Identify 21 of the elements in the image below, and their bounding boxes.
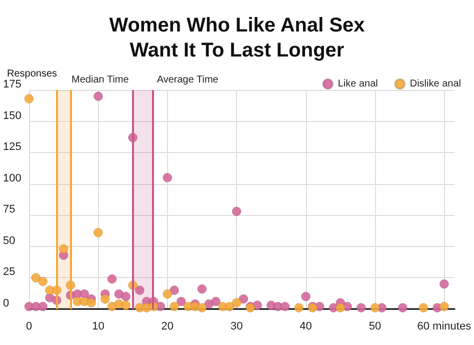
x-tick-label: 20 xyxy=(161,320,174,332)
legend-label: Like anal xyxy=(338,78,378,90)
chart-title: Women Who Like Anal Sex Want It To Last Longer xyxy=(109,14,365,62)
y-tick-label: 125 xyxy=(3,141,22,154)
x-tick-label: 0 xyxy=(26,320,32,332)
y-tick-label: 50 xyxy=(3,234,16,247)
y-tick-label: 0 xyxy=(3,298,10,310)
ref-line-label: Average Time xyxy=(156,74,219,86)
x-tick-label: 40 xyxy=(300,320,312,332)
y-tick-label: 175 xyxy=(3,78,22,90)
y-tick-label: 25 xyxy=(3,266,16,278)
y-tick-label: 150 xyxy=(3,110,22,122)
x-tick-label: 10 xyxy=(92,320,104,332)
x-tick-label: 60 minutes xyxy=(417,320,472,332)
x-tick-label: 50 xyxy=(368,320,382,332)
legend-label: Dislike anal xyxy=(410,78,462,90)
y-tick-label: 75 xyxy=(3,204,16,216)
x-tick-label: 30 xyxy=(230,320,243,332)
y-tick-label: 100 xyxy=(3,172,22,184)
y-axis-title: Responses xyxy=(7,68,58,80)
ref-line-label: Median Time xyxy=(72,74,130,86)
